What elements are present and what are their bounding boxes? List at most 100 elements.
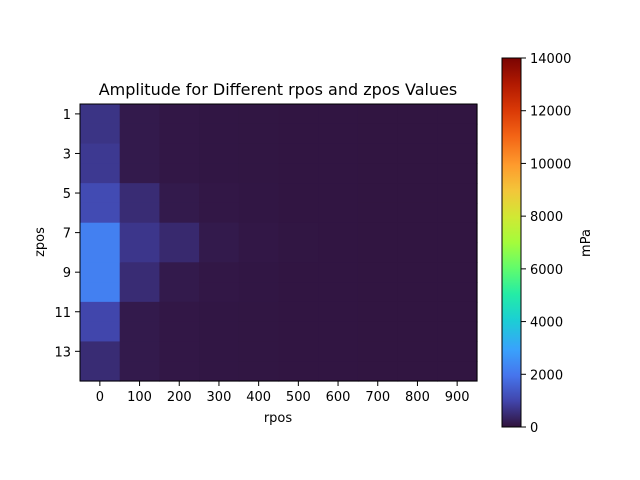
heatmap-cell (238, 242, 280, 263)
heatmap-cell (119, 202, 160, 224)
heatmap-cell (278, 341, 319, 362)
heatmap-cell (119, 361, 160, 382)
heatmap-cell (119, 341, 160, 362)
heatmap-cell (80, 242, 121, 263)
heatmap-cell (357, 202, 399, 224)
heatmap-cell (397, 361, 438, 382)
heatmap-cell (159, 104, 200, 125)
heatmap-cell (437, 242, 478, 263)
colorbar (502, 58, 521, 427)
heatmap-cell (119, 242, 160, 263)
heatmap-cell (80, 222, 121, 244)
heatmap-cell (397, 143, 438, 164)
heatmap-cell (318, 282, 359, 303)
heatmap-cell (199, 183, 240, 204)
heatmap-cell (119, 262, 160, 283)
heatmap-cell (199, 361, 240, 382)
heatmap-cell (159, 341, 200, 362)
x-tick-label: 400 (246, 390, 271, 405)
heatmap-cell (278, 104, 319, 125)
x-tick-label: 100 (127, 390, 152, 405)
heatmap-cell (159, 202, 200, 224)
x-tick-label: 600 (326, 390, 351, 405)
heatmap-cell (119, 301, 160, 323)
heatmap-cell (397, 163, 438, 184)
heatmap-cell (397, 123, 438, 145)
heatmap-cell (357, 262, 399, 283)
heatmap-cell (119, 321, 160, 343)
heatmap-cell (278, 183, 319, 204)
heatmap-cell (199, 123, 240, 145)
heatmap-cell (80, 123, 121, 145)
heatmap-cell (238, 262, 280, 283)
heatmap-cell (199, 301, 240, 323)
colorbar-tick-label: 6000 (530, 263, 563, 278)
heatmap-cell (318, 123, 359, 145)
heatmap-cell (199, 341, 240, 362)
heatmap-cell (318, 222, 359, 244)
heatmap-cell (397, 262, 438, 283)
heatmap-cell (159, 222, 200, 244)
x-tick-label: 500 (286, 390, 311, 405)
heatmap-cell (437, 163, 478, 184)
heatmap-cell (80, 202, 121, 224)
chart-title: Amplitude for Different rpos and zpos Va… (99, 80, 458, 99)
heatmap-cell (159, 361, 200, 382)
heatmap-cell (199, 143, 240, 164)
y-tick-label: 3 (63, 147, 71, 162)
heatmap-cell (80, 282, 121, 303)
heatmap-cell (80, 361, 121, 382)
heatmap-cell (80, 341, 121, 362)
y-tick-label: 13 (54, 345, 71, 360)
heatmap-cell (199, 321, 240, 343)
x-axis: 0 100 200 300 400 500 600 700 800 900 (96, 381, 470, 405)
colorbar-tick-label: 12000 (530, 105, 571, 120)
heatmap-cell (119, 222, 160, 244)
heatmap-cell (238, 222, 280, 244)
heatmap-cell (397, 341, 438, 362)
heatmap-cell (278, 163, 319, 184)
heatmap-cell (278, 242, 319, 263)
heatmap-cell (159, 282, 200, 303)
heatmap-cell (437, 222, 478, 244)
heatmap-cell (318, 262, 359, 283)
heatmap-cell (318, 321, 359, 343)
heatmap-cell (119, 123, 160, 145)
heatmap-cell (437, 202, 478, 224)
heatmap-cell (278, 143, 319, 164)
heatmap-cell (318, 341, 359, 362)
heatmap-cell (278, 321, 319, 343)
heatmap-cell (318, 301, 359, 323)
plot-frame (79, 103, 478, 382)
x-tick-label: 200 (167, 390, 192, 405)
heatmap-cell (397, 222, 438, 244)
heatmap-cell (318, 143, 359, 164)
heatmap-cell (119, 104, 160, 125)
heatmap-cell (278, 301, 319, 323)
heatmap-cell (80, 321, 121, 343)
heatmap-cell (80, 104, 121, 125)
y-tick-label: 11 (54, 306, 71, 321)
x-tick-label: 0 (96, 390, 104, 405)
heatmap-cell (80, 163, 121, 184)
heatmap-cell (318, 163, 359, 184)
heatmap-cell (397, 104, 438, 125)
heatmap-cell (397, 282, 438, 303)
colorbar-tick-label: 8000 (530, 210, 563, 225)
heatmap-cell (119, 282, 160, 303)
y-tick-label: 7 (63, 227, 71, 242)
heatmap-cell (80, 143, 121, 164)
heatmap-cell (238, 123, 280, 145)
heatmap-cell (437, 123, 478, 145)
heatmap-cell (238, 282, 280, 303)
colorbar-tick-label: 0 (530, 421, 538, 436)
heatmap-cell (437, 301, 478, 323)
heatmap-cell (318, 242, 359, 263)
heatmap-cell (199, 242, 240, 263)
x-tick-label: 800 (405, 390, 430, 405)
heatmap-cell (119, 163, 160, 184)
heatmap-cell (357, 341, 399, 362)
heatmap-cell (159, 123, 200, 145)
y-tick-label: 1 (63, 108, 71, 123)
